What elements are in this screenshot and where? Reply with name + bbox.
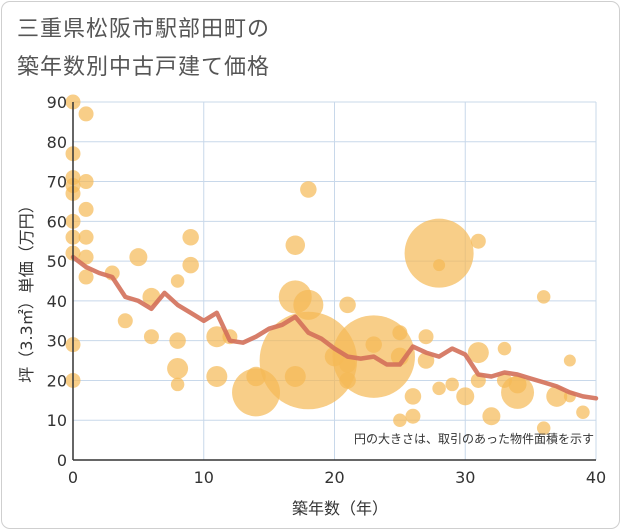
bubble-point [576, 405, 590, 420]
bubble-point [393, 413, 407, 427]
bubble-point [300, 181, 317, 198]
bubble-point [169, 332, 186, 349]
x-tick-label: 20 [324, 468, 344, 487]
bubble-point [182, 228, 199, 246]
x-tick-label: 30 [455, 468, 475, 487]
y-tick-label: 40 [47, 292, 67, 311]
bubble-point [78, 201, 94, 217]
bubble-point [433, 259, 446, 272]
bubble-point [470, 233, 486, 249]
bubble-point [293, 289, 324, 320]
y-tick-label: 20 [47, 371, 67, 390]
bubble-point [392, 325, 408, 341]
bubble-point [78, 229, 94, 245]
bubble-point [456, 387, 475, 406]
bubble-point [404, 218, 474, 288]
y-tick-label: 50 [47, 252, 67, 271]
y-tick-label: 30 [47, 332, 67, 351]
y-tick-label: 80 [47, 133, 67, 152]
bubble-point [170, 377, 185, 392]
bubble-point [536, 421, 551, 435]
bubble-size-note: 円の大きさは、取引のあった物件面積を示す [354, 431, 594, 446]
bubble-point [143, 329, 159, 345]
bubble-point [536, 290, 551, 304]
y-tick-label: 70 [47, 173, 67, 192]
bubble-point [167, 358, 189, 380]
axes [72, 102, 596, 461]
bubble-point [78, 249, 94, 265]
bubble-point [129, 248, 148, 267]
x-tick-label: 40 [586, 468, 606, 487]
bubble-point [482, 407, 501, 426]
chart-title-line-1: 三重県松阪市駅部田町の [17, 17, 271, 42]
trend-line [70, 254, 599, 401]
bubble-point [432, 381, 446, 396]
bubble-point [417, 352, 435, 369]
bubble-point [206, 365, 228, 387]
bubble-point [206, 326, 228, 348]
bubble-point [445, 377, 459, 392]
bubble-layer [65, 94, 590, 435]
x-tick-label: 0 [68, 468, 78, 487]
y-tick-label: 90 [47, 93, 67, 112]
x-axis-label: 築年数（年） [292, 499, 388, 518]
bubble-point [78, 269, 94, 285]
bubble-point [467, 342, 489, 364]
x-tick-label: 10 [194, 468, 214, 487]
bubble-point [418, 329, 434, 345]
bubble-point [182, 256, 199, 274]
bubble-point [117, 313, 133, 329]
bubble-point [563, 354, 576, 367]
bubble-point [170, 274, 185, 288]
y-tick-label: 10 [47, 411, 67, 430]
tick-labels: 0 10 20 30 40 50 60 70 80 90 0 10 20 30 40 [47, 93, 607, 487]
y-tick-label: 0 [57, 451, 67, 470]
trend-line-layer [70, 254, 599, 401]
bubble-point [339, 296, 356, 314]
bubble-point [78, 174, 94, 190]
bubble-point [259, 311, 358, 410]
bubble-point [285, 235, 306, 255]
bubble-point [78, 106, 94, 122]
y-axis-label: 坪（3.3㎡）単価（万円） [17, 197, 36, 382]
bubble-point [405, 408, 421, 424]
y-tick-label: 60 [47, 212, 67, 231]
chart-title-line-2: 築年数別中古戸建て価格 [17, 55, 271, 80]
bubble-point [497, 341, 512, 356]
bubble-point [501, 375, 535, 409]
bubble-point [404, 388, 422, 405]
